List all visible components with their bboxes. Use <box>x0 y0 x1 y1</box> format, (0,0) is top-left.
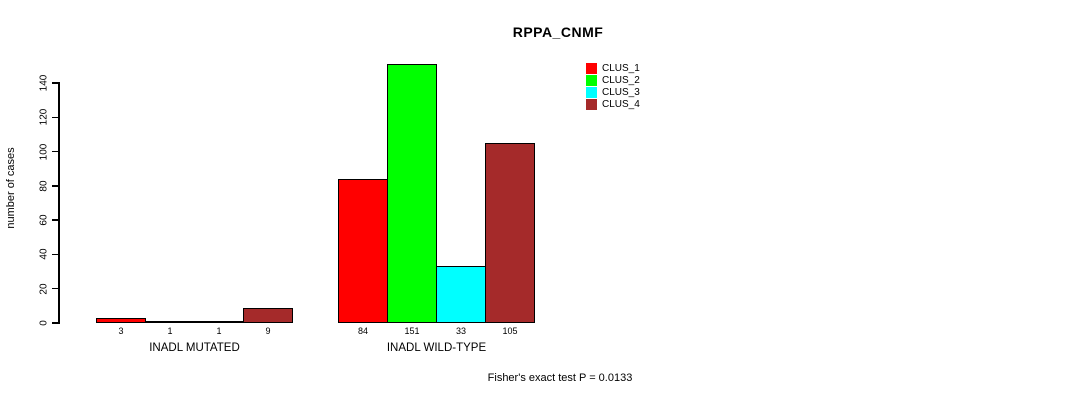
bar-clus_2-mutated <box>145 321 195 323</box>
y-tick-mark <box>52 253 59 256</box>
legend-swatch-clus_3 <box>586 86 597 98</box>
y-tick-label: 120 <box>38 108 50 126</box>
y-tick-mark <box>52 185 59 187</box>
y-tick-label: 60 <box>38 214 50 226</box>
bar-clus_4-mutated <box>243 307 293 323</box>
y-tick-mark <box>52 219 59 221</box>
bar-clus_1-wild-type <box>338 179 388 323</box>
y-tick-label: 140 <box>38 74 50 92</box>
bar-clus_3-wild-type <box>436 266 486 323</box>
y-tick-label: 80 <box>38 180 50 192</box>
bar-value-label: 151 <box>404 326 420 336</box>
bar-value-label: 105 <box>502 326 518 336</box>
chart-title: RPPA_CNMF <box>512 24 604 40</box>
y-tick-mark <box>52 82 59 84</box>
legend-row: CLUS_4 <box>586 98 640 110</box>
legend-label-clus_2: CLUS_2 <box>602 74 640 86</box>
bar-value-label: 84 <box>357 326 369 336</box>
bar-clus_4-wild-type <box>485 143 535 323</box>
group-label-mutated: INADL MUTATED <box>149 342 240 354</box>
bar-value-label: 1 <box>216 326 222 336</box>
bar-clus_3-mutated <box>194 321 244 323</box>
legend-label-clus_1: CLUS_1 <box>602 62 640 74</box>
legend-row: CLUS_2 <box>586 74 640 86</box>
legend-row: CLUS_1 <box>586 62 640 74</box>
bar-clus_2-wild-type <box>387 64 437 323</box>
y-axis-line <box>58 82 60 324</box>
legend: CLUS_1 CLUS_2 CLUS_3 CLUS_4 <box>586 62 640 110</box>
y-tick-label: 20 <box>38 283 50 295</box>
group-label-wild-type: INADL WILD-TYPE <box>386 342 487 354</box>
y-tick-label: 0 <box>38 320 50 326</box>
legend-swatch-clus_1 <box>586 62 597 74</box>
bar-value-label: 33 <box>455 326 467 336</box>
legend-label-clus_4: CLUS_4 <box>602 98 640 110</box>
bar-value-label: 9 <box>265 326 271 336</box>
bar-value-label: 1 <box>167 326 173 336</box>
y-axis-title: number of cases <box>5 147 17 229</box>
legend-swatch-clus_2 <box>586 74 597 86</box>
y-tick-mark <box>52 287 59 290</box>
y-tick-mark <box>52 322 59 324</box>
y-tick-mark <box>52 150 59 153</box>
legend-row: CLUS_3 <box>586 86 640 98</box>
y-tick-label: 100 <box>38 143 50 160</box>
fisher-test-annotation: Fisher's exact test P = 0.0133 <box>487 372 633 384</box>
legend-label-clus_3: CLUS_3 <box>602 86 640 98</box>
legend-swatch-clus_4 <box>586 98 597 110</box>
y-tick-label: 40 <box>38 248 50 260</box>
y-tick-mark <box>52 116 59 119</box>
bar-clus_1-mutated <box>96 317 146 323</box>
bar-value-label: 3 <box>118 326 124 336</box>
